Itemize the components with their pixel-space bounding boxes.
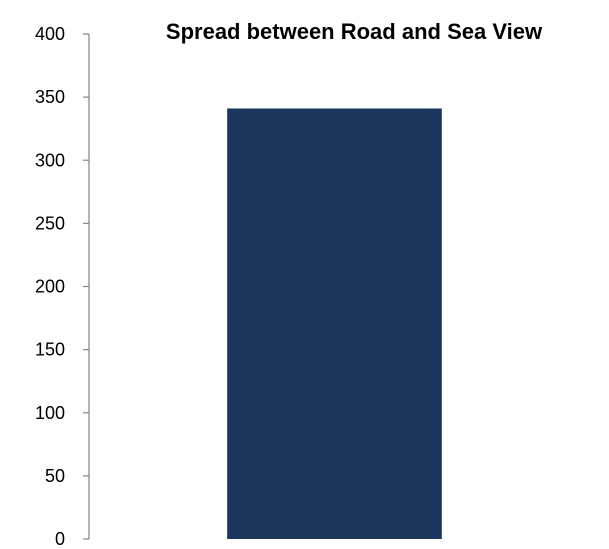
y-tick-label: 100 (35, 403, 65, 423)
y-tick-label: 350 (35, 87, 65, 107)
y-tick-label: 250 (35, 213, 65, 233)
y-tick-label: 400 (35, 24, 65, 44)
bar (227, 108, 442, 540)
y-tick-label: 300 (35, 150, 65, 170)
y-tick-label: 150 (35, 340, 65, 360)
y-tick-label: 50 (45, 466, 65, 486)
y-tick-label: 200 (35, 277, 65, 297)
chart-title: Spread between Road and Sea View (166, 19, 543, 44)
bars (227, 108, 442, 540)
y-tick-label: 0 (55, 529, 65, 549)
y-axis: 0 50 100 150 200 250 300 350 400 (35, 24, 90, 549)
